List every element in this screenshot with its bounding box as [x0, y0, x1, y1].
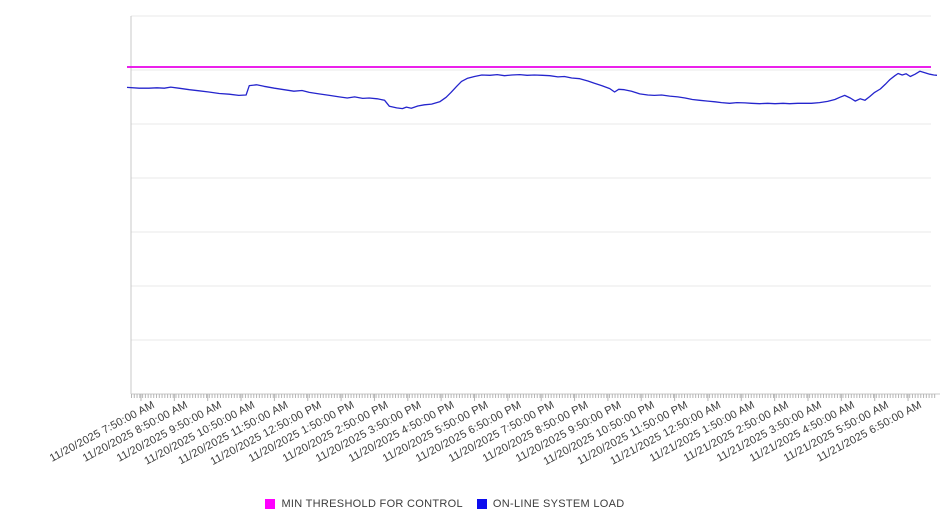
legend-label-system-load: ON-LINE SYSTEM LOAD — [492, 498, 625, 510]
chart-canvas — [126, 15, 940, 401]
x-axis-major-ticks — [140, 394, 909, 401]
legend-item-system-load[interactable]: ON-LINE SYSTEM LOAD — [476, 498, 625, 510]
x-axis-minor-ticks — [131, 394, 936, 398]
system-load-legend-swatch-icon — [476, 499, 487, 509]
legend-label-min-threshold: MIN THRESHOLD FOR CONTROL — [281, 498, 463, 510]
chart-legend: MIN THRESHOLD FOR CONTROL ON-LINE SYSTEM… — [0, 498, 946, 510]
min-threshold-legend-swatch-icon — [265, 499, 276, 509]
legend-item-min-threshold[interactable]: MIN THRESHOLD FOR CONTROL — [265, 498, 463, 510]
system-load-line — [126, 70, 938, 110]
